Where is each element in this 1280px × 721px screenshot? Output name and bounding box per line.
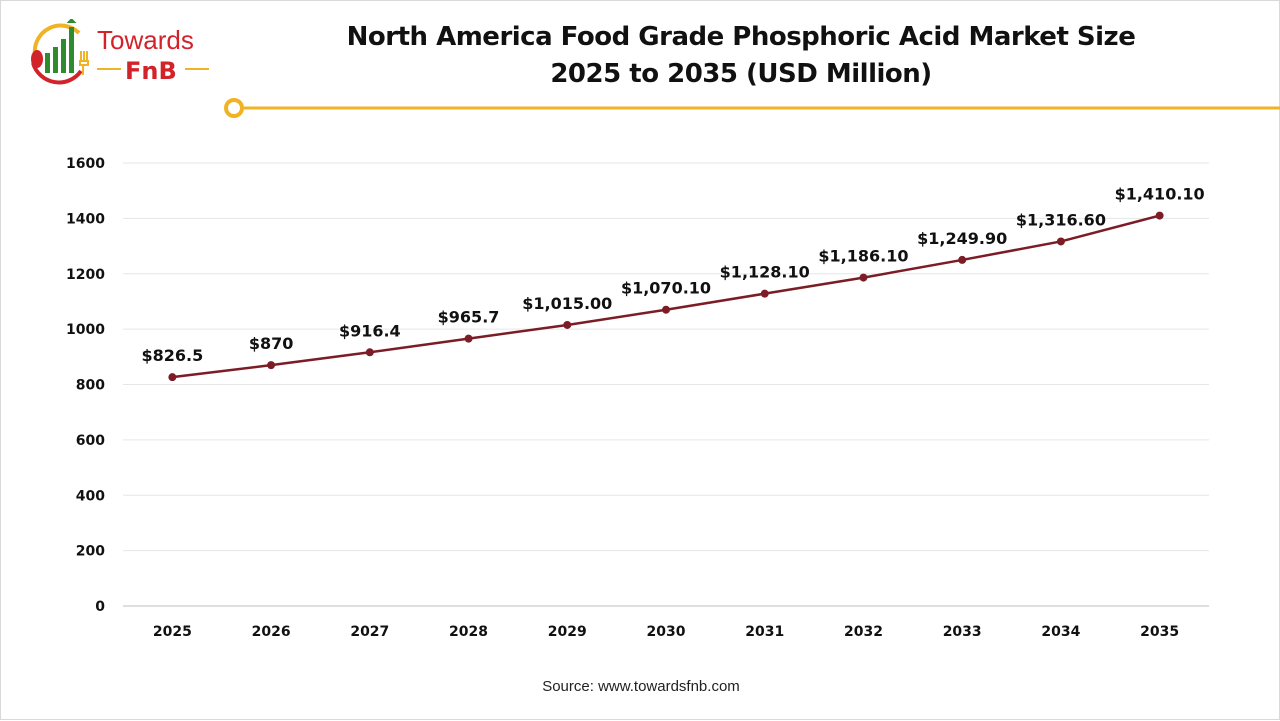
x-tick-label: 2025	[153, 624, 192, 640]
data-label: $870	[249, 334, 294, 353]
data-point	[958, 255, 967, 264]
y-tick-label: 0	[95, 599, 105, 615]
data-point	[1056, 237, 1065, 246]
data-point	[859, 273, 868, 282]
logo-text: Towards	[97, 25, 194, 55]
x-tick-label: 2029	[548, 624, 587, 640]
y-tick-label: 400	[76, 488, 105, 504]
data-point	[365, 348, 374, 357]
data-point	[267, 361, 276, 370]
x-tick-label: 2034	[1041, 624, 1080, 640]
title-line-2: 2025 to 2035 (USD Million)	[550, 59, 932, 89]
y-tick-label: 800	[76, 378, 105, 394]
data-label: $916.4	[339, 321, 401, 340]
y-tick-label: 1600	[66, 156, 105, 172]
x-tick-label: 2030	[647, 624, 686, 640]
y-tick-label: 1400	[66, 211, 105, 227]
data-point	[760, 289, 769, 298]
data-label: $1,015.00	[522, 294, 612, 313]
logo-text-fnb: FnB	[125, 57, 177, 85]
data-point	[464, 334, 473, 343]
data-point	[168, 373, 177, 382]
x-tick-label: 2026	[252, 624, 291, 640]
x-tick-label: 2027	[350, 624, 389, 640]
data-point	[662, 305, 670, 314]
source-note: Source: www.towardsfnb.com	[542, 678, 740, 695]
data-label: $1,410.10	[1115, 185, 1205, 204]
title-line-1: North America Food Grade Phosphoric Acid…	[346, 22, 1136, 52]
y-tick-label: 1200	[66, 267, 105, 283]
data-label: $1,128.10	[720, 263, 810, 282]
x-tick-label: 2032	[844, 624, 883, 640]
y-tick-label: 1000	[66, 322, 105, 338]
data-label: $1,316.60	[1016, 210, 1106, 229]
x-tick-label: 2035	[1140, 624, 1179, 640]
chart-title: North America Food Grade Phosphoric Acid…	[301, 19, 1181, 93]
y-tick-label: 200	[76, 544, 105, 560]
towards-fnb-logo: Towards FnB	[31, 19, 209, 85]
x-tick-label: 2031	[745, 624, 784, 640]
data-label: $1,070.10	[621, 279, 711, 298]
data-label: $826.5	[141, 346, 203, 365]
data-point	[563, 320, 572, 329]
data-label: $1,186.10	[818, 247, 908, 266]
x-tick-label: 2028	[449, 624, 488, 640]
data-label: $1,249.90	[917, 229, 1007, 248]
data-point	[1155, 211, 1164, 220]
x-tick-label: 2033	[943, 624, 982, 640]
y-tick-label: 600	[76, 433, 105, 449]
data-label: $965.7	[438, 308, 500, 327]
title-underline-decoration	[224, 98, 1280, 118]
